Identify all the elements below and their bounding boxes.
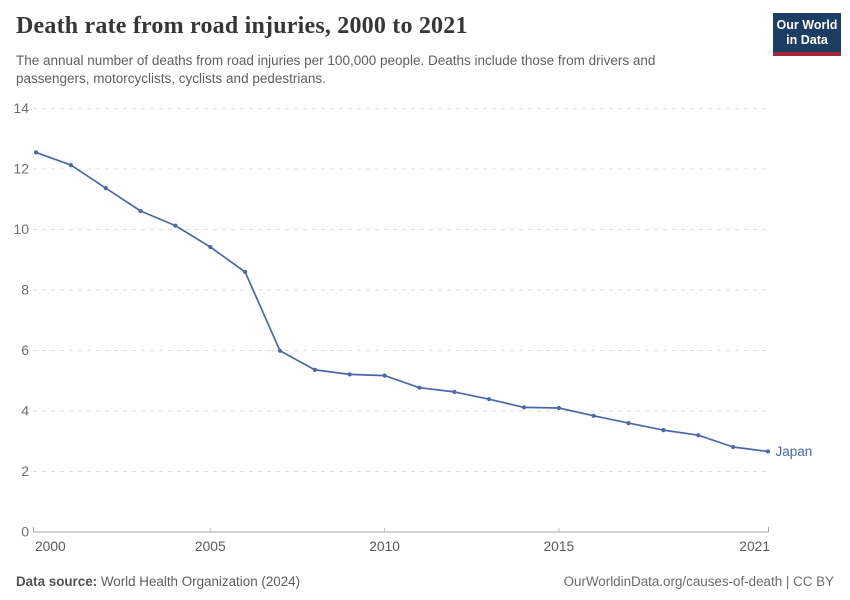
data-point-marker — [277, 348, 283, 353]
y-tick-label: 14 — [13, 100, 29, 116]
data-point-marker — [626, 421, 631, 426]
y-tick-label: 4 — [21, 403, 29, 419]
data-point-marker — [33, 150, 39, 155]
data-point-marker — [243, 269, 248, 274]
data-source: Data source: World Health Organization (… — [16, 574, 300, 589]
data-point-marker — [103, 186, 108, 191]
y-tick-label: 8 — [21, 282, 29, 298]
y-tick-label: 2 — [21, 463, 29, 479]
data-source-value: World Health Organization (2024) — [97, 574, 301, 589]
attribution-link[interactable]: OurWorldinData.org/causes-of-death | CC … — [563, 574, 834, 589]
data-point-marker — [173, 223, 178, 228]
data-point-marker — [138, 208, 143, 214]
x-tick-label: 2010 — [369, 539, 400, 554]
data-point-marker — [452, 389, 457, 394]
page-title: Death rate from road injuries, 2000 to 2… — [16, 13, 468, 39]
owid-logo-line2: in Data — [786, 32, 828, 47]
x-tick-label: 2000 — [35, 539, 66, 554]
y-tick-label: 12 — [13, 161, 29, 177]
data-point-marker — [347, 372, 352, 377]
chart-subtitle: The annual number of deaths from road in… — [16, 53, 656, 87]
data-point-marker — [556, 405, 562, 411]
data-point-marker — [521, 405, 527, 410]
x-tick-label: 2021 — [739, 539, 770, 554]
data-source-label: Data source: — [16, 574, 98, 589]
data-point-marker — [731, 444, 736, 450]
owid-logo-line1: Our World — [776, 18, 838, 32]
data-point-marker — [487, 397, 492, 402]
data-point-marker — [312, 367, 317, 372]
x-tick-label: 2015 — [544, 539, 575, 554]
owid-logo[interactable]: Our World in Data — [773, 13, 841, 56]
data-point-marker — [208, 244, 213, 250]
y-tick-label: 10 — [13, 221, 29, 237]
series-line-japan — [35, 151, 769, 453]
data-point-marker — [696, 433, 701, 438]
series-end-label: Japan — [776, 444, 813, 459]
data-point-marker — [68, 163, 73, 168]
chart-footer: Data source: World Health Organization (… — [16, 574, 834, 589]
data-point-marker — [765, 449, 771, 454]
data-point-marker — [661, 428, 666, 433]
data-point-marker — [417, 385, 422, 390]
y-tick-label: 0 — [21, 524, 29, 540]
data-point-marker — [591, 413, 596, 418]
x-tick-label: 2005 — [195, 539, 226, 554]
data-point-marker — [382, 373, 387, 378]
y-tick-label: 6 — [21, 342, 29, 358]
